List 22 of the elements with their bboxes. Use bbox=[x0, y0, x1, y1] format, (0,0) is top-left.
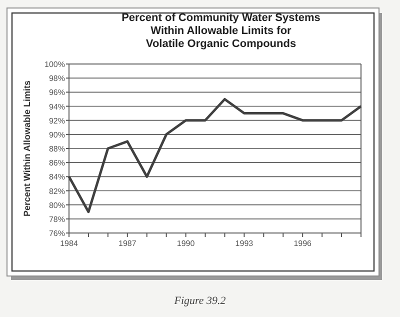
y-tick-label: 96% bbox=[48, 88, 65, 98]
x-tick-label: 1987 bbox=[118, 239, 137, 248]
caption: Figure 39.2 bbox=[173, 295, 226, 307]
y-tick-label: 88% bbox=[48, 144, 65, 154]
y-tick-label: 86% bbox=[48, 158, 65, 168]
y-tick-label: 80% bbox=[48, 200, 65, 210]
y-axis-title: Percent Within Allowable Limits bbox=[22, 80, 32, 217]
y-tick-label: 78% bbox=[48, 214, 65, 224]
x-tick-label: 1993 bbox=[235, 239, 254, 248]
y-tick-label: 100% bbox=[44, 60, 65, 69]
y-tick-label: 82% bbox=[48, 186, 65, 196]
chart-title: Percent of Community Water Systems Within Allowable Limits for Volatile Organic Compounds bbox=[122, 12, 320, 50]
y-tick-label: 84% bbox=[48, 172, 65, 182]
y-tick-label: 76% bbox=[48, 229, 65, 238]
y-tick-label: 98% bbox=[48, 74, 65, 84]
x-tick-label: 1990 bbox=[176, 239, 196, 248]
y-tick-label: 90% bbox=[48, 130, 65, 140]
x-tick-label: 1984 bbox=[60, 239, 78, 248]
y-tick-label: 92% bbox=[48, 116, 65, 126]
y-tick-label: 94% bbox=[48, 102, 65, 112]
line-series bbox=[68, 98, 362, 214]
x-tick-label: 1996 bbox=[294, 239, 312, 248]
